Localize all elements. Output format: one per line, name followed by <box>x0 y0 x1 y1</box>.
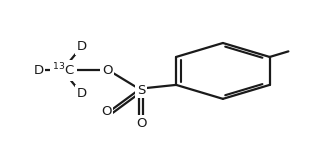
Text: D: D <box>77 40 86 53</box>
Text: D: D <box>33 64 43 77</box>
Text: D: D <box>77 87 86 100</box>
Text: O: O <box>102 64 113 77</box>
Text: $^{13}$C: $^{13}$C <box>52 62 74 78</box>
Text: S: S <box>137 84 145 97</box>
Text: O: O <box>136 117 146 130</box>
Text: O: O <box>101 105 112 118</box>
